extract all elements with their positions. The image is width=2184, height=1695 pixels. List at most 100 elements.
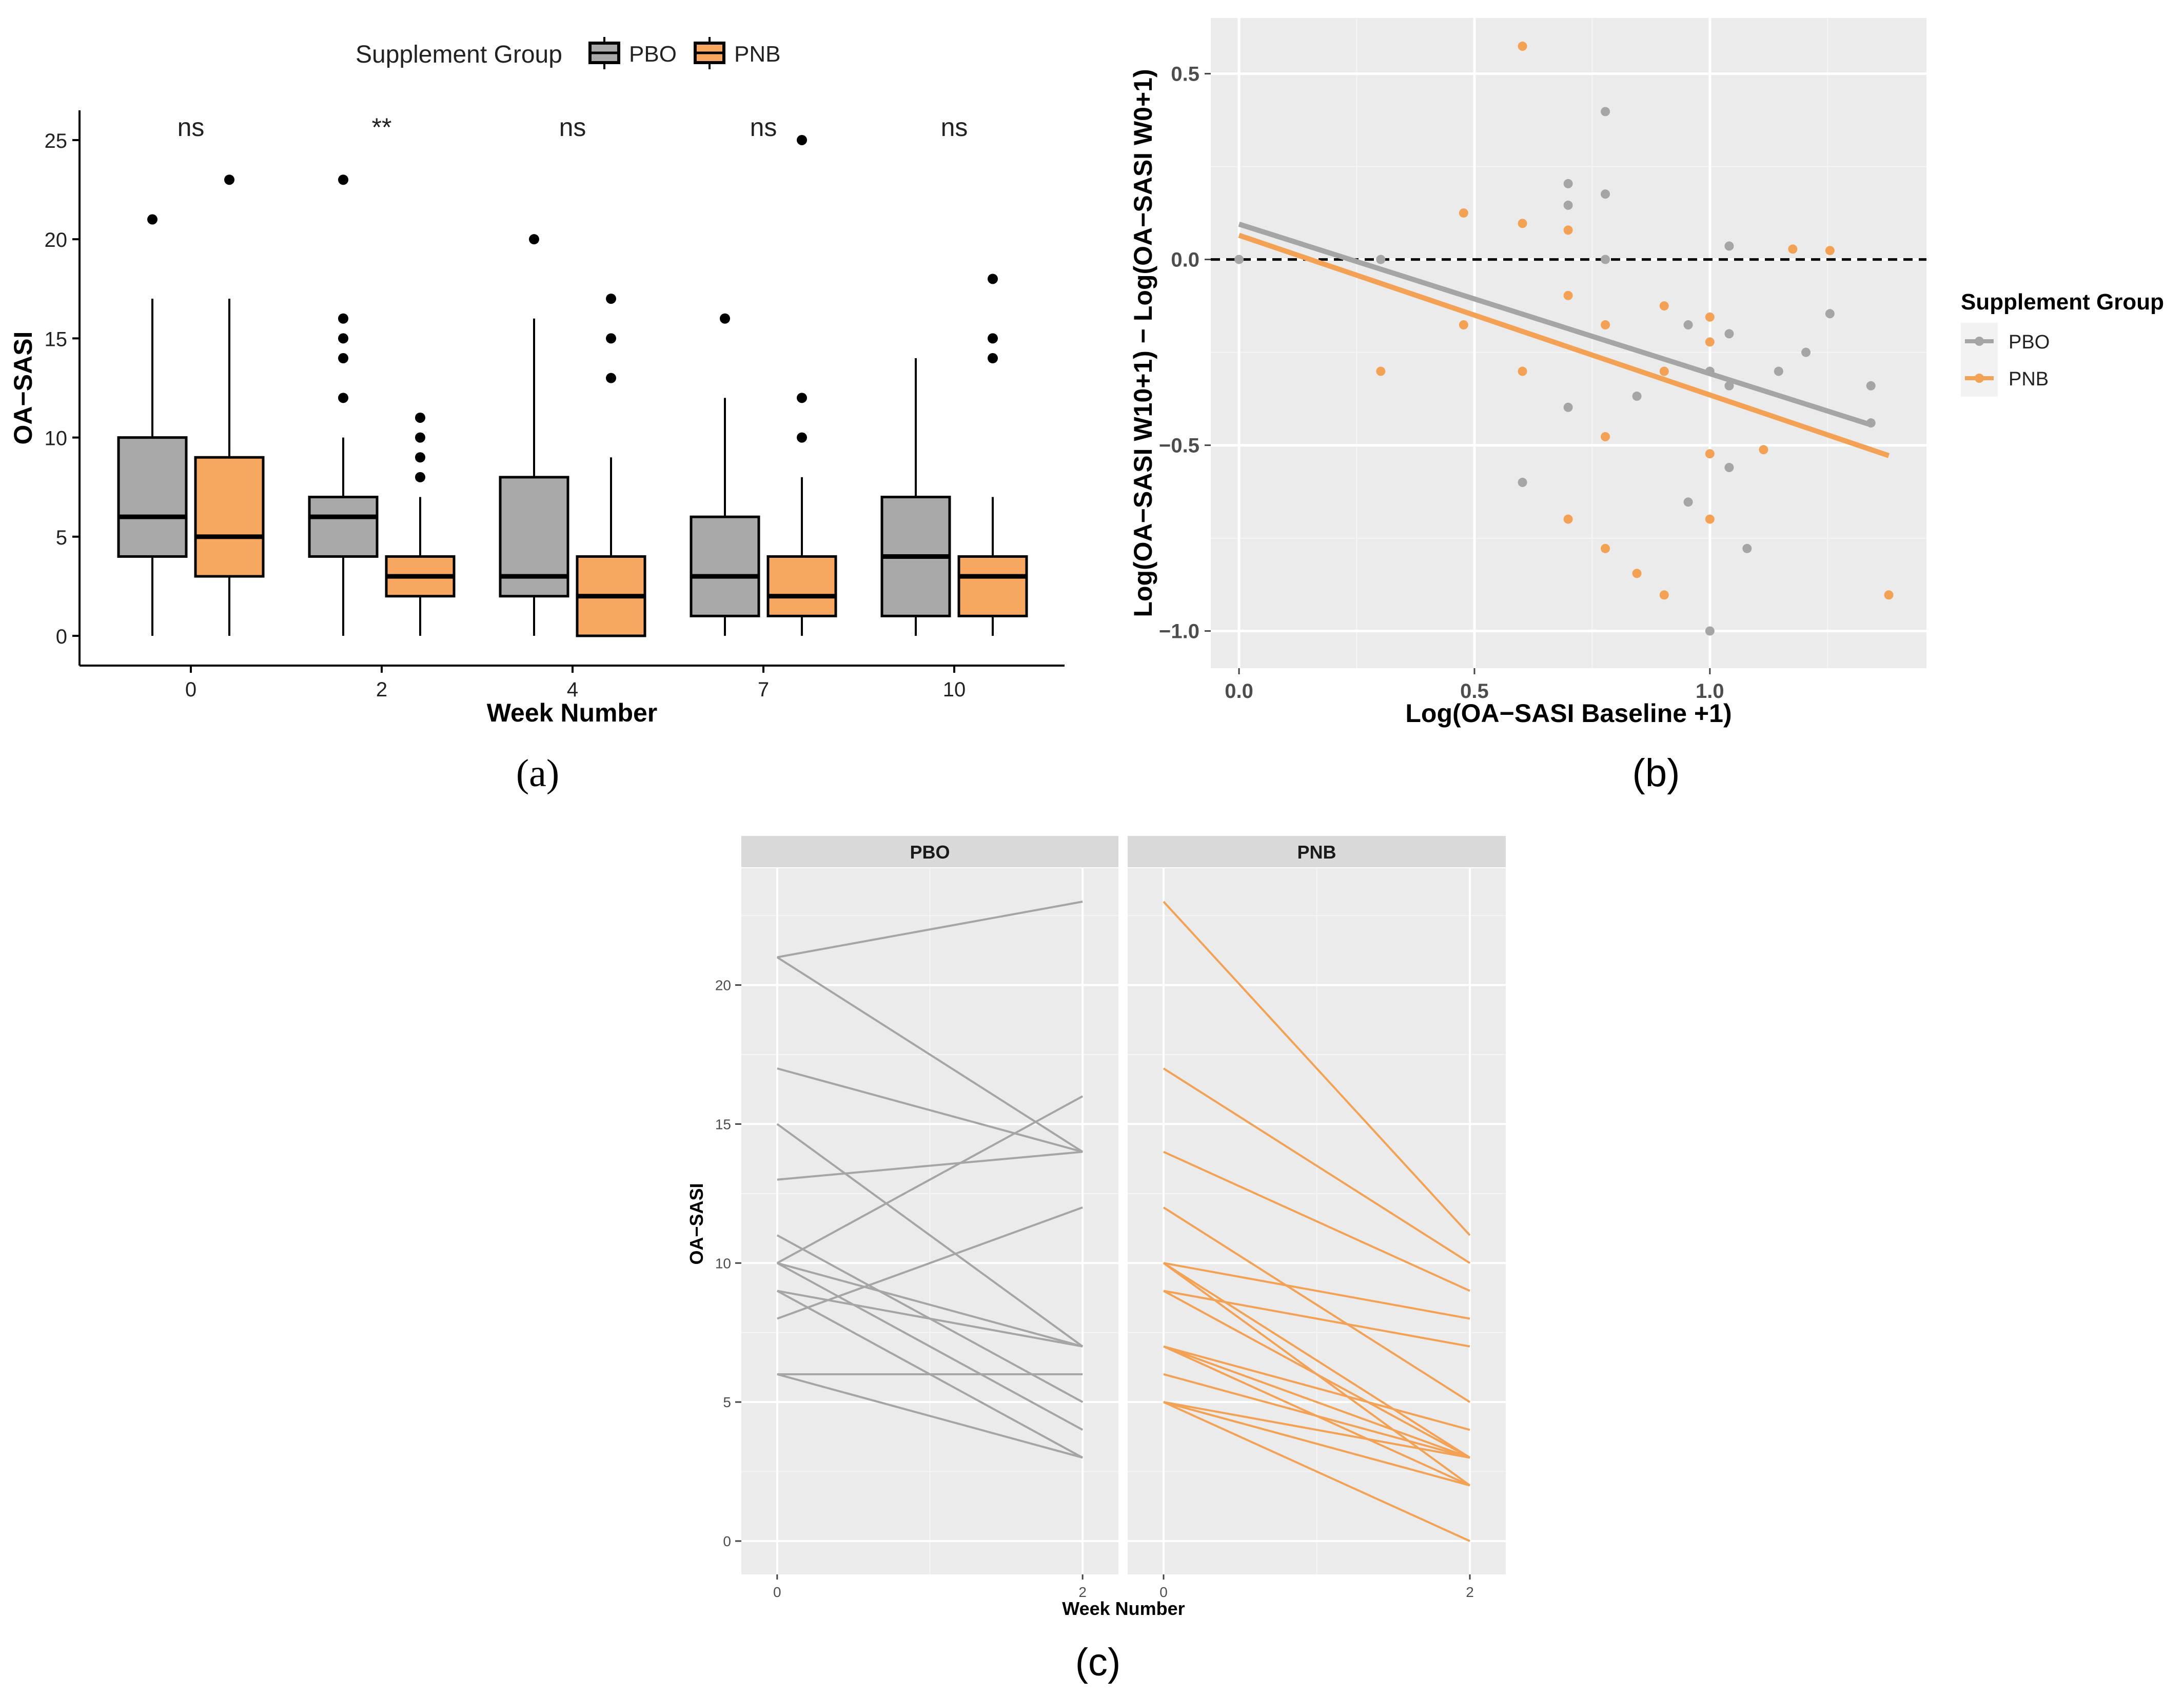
y-tick-label: 20 xyxy=(715,978,731,993)
scatter-point-pnb xyxy=(1563,290,1573,300)
outlier-point xyxy=(988,353,998,364)
box-pbo-week-7 xyxy=(690,313,760,636)
y-tick-label: 25 xyxy=(45,130,68,152)
subject-line xyxy=(777,1151,1083,1181)
scatter-point-pbo xyxy=(1825,309,1835,319)
panel-label-a: (a) xyxy=(516,752,559,795)
box-iqr xyxy=(690,515,760,617)
scatter-point-pnb xyxy=(1884,590,1894,600)
y-tick-label: 0.5 xyxy=(1171,63,1199,86)
legend-key-point xyxy=(1975,337,1984,346)
outlier-point xyxy=(797,134,807,145)
y-tick-label: −0.5 xyxy=(1159,435,1199,457)
scatter-point-pbo xyxy=(1683,320,1693,330)
subject-line xyxy=(1163,1401,1470,1487)
outlier-point xyxy=(338,333,348,344)
scatter-point-pnb xyxy=(1632,569,1642,578)
subject-line xyxy=(1163,1373,1470,1459)
regression-line-pbo xyxy=(1238,222,1872,427)
subject-line xyxy=(1163,1345,1470,1431)
scatter-point-pnb xyxy=(1563,514,1573,524)
y-tick-label: 10 xyxy=(715,1255,731,1271)
subject-line xyxy=(776,1262,1084,1431)
scatter-point-pbo xyxy=(1601,255,1610,264)
scatter-point-pbo xyxy=(1563,200,1573,210)
y-tick-label: 15 xyxy=(45,328,68,350)
box-pbo-week-10 xyxy=(880,358,951,636)
box-pnb-week-0 xyxy=(194,174,265,636)
y-tick-label: 0.0 xyxy=(1171,249,1199,271)
plot-background xyxy=(1211,18,1926,668)
x-axis-title: Week Number xyxy=(1062,1598,1185,1619)
subject-line xyxy=(777,1067,1083,1153)
outlier-point xyxy=(415,432,425,443)
outlier-point xyxy=(338,353,348,364)
scatter-point-pnb xyxy=(1459,208,1468,218)
x-axis-title: Week Number xyxy=(487,698,658,727)
scatter-point-pnb xyxy=(1601,320,1610,330)
scatter-point-pbo xyxy=(1724,329,1734,339)
scatter-point-pnb xyxy=(1659,366,1669,376)
subject-line xyxy=(776,956,1084,1153)
facet-strip-label: PBO xyxy=(910,842,950,863)
subject-line xyxy=(1163,1290,1470,1459)
outlier-point xyxy=(606,373,616,383)
subject-line xyxy=(1163,1262,1471,1459)
box-iqr xyxy=(117,436,188,558)
subject-line xyxy=(776,1095,1084,1264)
y-tick-label: 0 xyxy=(56,626,67,648)
box-iqr xyxy=(957,555,1028,617)
legend-key-point xyxy=(1975,374,1984,383)
x-tick-label: 10 xyxy=(943,678,966,701)
legend-title: Supplement Group xyxy=(1961,289,2164,315)
scatter-point-pbo xyxy=(1518,478,1527,487)
scatter-point-pbo xyxy=(1866,381,1876,391)
subject-line xyxy=(1163,1290,1470,1348)
box-iqr xyxy=(308,496,379,558)
x-tick-label: 0 xyxy=(773,1584,781,1600)
x-tick-label: 2 xyxy=(1078,1584,1087,1600)
scatter-point-pnb xyxy=(1518,42,1527,51)
subject-line xyxy=(1163,1206,1471,1403)
scatter-point-pbo xyxy=(1376,255,1386,264)
box-iqr xyxy=(766,555,837,617)
y-tick-label: 5 xyxy=(723,1394,731,1410)
scatter-point-pbo xyxy=(1601,107,1610,116)
scatter-point-pnb xyxy=(1659,590,1669,600)
subject-line xyxy=(1163,1067,1471,1264)
box-pnb-week-4 xyxy=(576,294,646,637)
outlier-point xyxy=(224,174,234,185)
subject-line xyxy=(1163,1151,1470,1292)
x-tick-label: 1.0 xyxy=(1696,680,1724,703)
outlier-point xyxy=(797,432,807,443)
scatter-point-pnb xyxy=(1705,514,1715,524)
panel-label-c: (c) xyxy=(1075,1641,1121,1684)
scatter-point-pbo xyxy=(1683,497,1693,507)
scatter-point-pbo xyxy=(1801,347,1811,357)
x-tick-label: 4 xyxy=(567,678,578,701)
facet-strip-label: PNB xyxy=(1297,842,1336,863)
x-tick-label: 2 xyxy=(1466,1584,1474,1600)
outlier-point xyxy=(797,393,807,403)
scatter-point-pnb xyxy=(1705,337,1715,347)
scatter-panel-b: 0.0 0.5 1.0 0.5 0.0 −0.5 −1.0 Log(OA−SASI Basel… xyxy=(1129,18,2164,795)
scatter-point-pnb xyxy=(1705,449,1715,459)
significance-label: ns xyxy=(750,113,777,142)
outlier-point xyxy=(147,214,158,225)
scatter-point-pbo xyxy=(1724,241,1734,251)
outlier-point xyxy=(338,313,348,324)
significance-label: ns xyxy=(559,113,586,142)
outlier-point xyxy=(606,294,616,304)
subject-line xyxy=(777,1206,1083,1320)
y-tick-label: −1.0 xyxy=(1159,620,1199,643)
y-tick-label: 5 xyxy=(56,527,67,549)
subject-line xyxy=(1163,1345,1470,1459)
scatter-point-pnb xyxy=(1705,312,1715,322)
significance-label: ** xyxy=(372,113,392,142)
subject-line xyxy=(777,1262,1083,1348)
x-tick-label: 7 xyxy=(758,678,769,701)
scatter-point-pbo xyxy=(1601,189,1610,199)
scatter-point-pbo xyxy=(1774,366,1783,376)
x-tick-label: 0.0 xyxy=(1225,680,1253,703)
